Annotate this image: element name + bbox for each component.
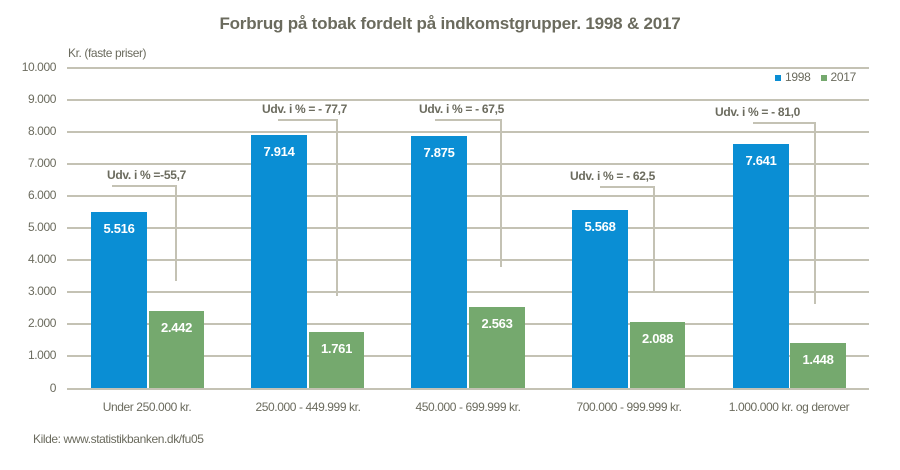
y-tick: 4.000	[27, 252, 56, 266]
x-tick: 450.000 - 699.999 kr.	[415, 400, 521, 414]
callout-leader	[175, 185, 177, 281]
bar-2017: 2.563	[469, 307, 525, 389]
gridline	[67, 323, 869, 325]
callout-leader	[336, 119, 338, 296]
x-tick: 700.000 - 999.999 kr.	[576, 400, 682, 414]
y-tick: 7.000	[27, 156, 56, 170]
callout-leader	[112, 185, 177, 187]
gridline	[67, 67, 869, 69]
bar-value-label: 1.448	[802, 352, 834, 367]
legend-item-2017: 2017	[820, 70, 856, 84]
y-axis-label: Kr. (faste priser)	[68, 46, 147, 60]
gridline	[67, 355, 869, 357]
bar-value-label: 7.875	[423, 145, 455, 160]
bar-2017: 2.442	[149, 311, 204, 389]
bar-value-label: 5.516	[103, 221, 135, 236]
bar-value-label: 2.088	[641, 331, 674, 346]
bar-1998: 5.516	[91, 212, 147, 389]
bar-2017: 2.088	[630, 322, 685, 389]
legend-swatch-icon	[775, 74, 781, 81]
x-axis-line	[67, 388, 869, 390]
gridline	[67, 227, 869, 229]
bar-1998: 7.875	[411, 136, 467, 389]
y-tick: 1.000	[27, 348, 56, 362]
source-note: Kilde: www.statistikbanken.dk/fu05	[33, 432, 204, 446]
callout-leader	[753, 122, 816, 124]
legend-item-1998: 1998	[775, 70, 811, 84]
callout-text: Udv. i % = - 62,5	[570, 169, 656, 183]
y-tick: 10.000	[21, 60, 57, 74]
y-tick: 2.000	[27, 316, 56, 330]
bar-2017: 1.761	[309, 332, 364, 389]
bar-value-label: 7.914	[263, 144, 295, 159]
y-tick: 8.000	[27, 124, 56, 138]
y-tick: 0	[49, 381, 57, 395]
callout-leader	[435, 119, 502, 121]
bar-value-label: 2.442	[160, 320, 193, 335]
y-tick: 9.000	[27, 92, 56, 106]
callout-text: Udv. i % = - 81,0	[715, 105, 801, 119]
legend-swatch-icon	[820, 74, 827, 81]
bar-1998: 7.641	[733, 144, 789, 389]
x-tick: 1.000.000 kr. og derover	[728, 400, 850, 414]
gridline	[67, 195, 869, 197]
callout-leader	[814, 122, 816, 304]
x-tick: 250.000 - 449.999 kr.	[255, 400, 361, 414]
callout-text: Udv. i % = - 77,7	[262, 102, 348, 116]
callout-leader	[653, 186, 655, 292]
callout-leader	[278, 119, 338, 121]
gridline	[67, 291, 869, 293]
gridline	[67, 99, 869, 101]
y-tick: 6.000	[27, 188, 56, 202]
bar-value-label: 5.568	[584, 219, 616, 234]
bar-1998: 7.914	[251, 135, 307, 389]
bar-value-label: 2.563	[481, 316, 513, 331]
callout-leader	[500, 119, 502, 267]
gridline	[67, 163, 869, 165]
gridline	[67, 131, 869, 133]
callout-text: Udv. i % = - 67,5	[419, 102, 505, 116]
bar-value-label: 7.641	[745, 153, 777, 168]
x-tick: Under 250.000 kr.	[102, 400, 192, 414]
callout-leader	[600, 186, 655, 188]
callout-text: Udv. i % =-55,7	[107, 168, 186, 182]
chart-title: Forbrug på tobak fordelt på indkomstgrup…	[219, 14, 681, 33]
bar-value-label: 1.761	[320, 341, 353, 356]
bar-1998: 5.568	[572, 210, 628, 389]
bar-2017: 1.448	[790, 343, 846, 389]
y-tick: 5.000	[27, 220, 56, 234]
legend: 1998 2017	[775, 70, 856, 84]
y-tick: 3.000	[27, 284, 56, 298]
gridline	[67, 259, 869, 261]
